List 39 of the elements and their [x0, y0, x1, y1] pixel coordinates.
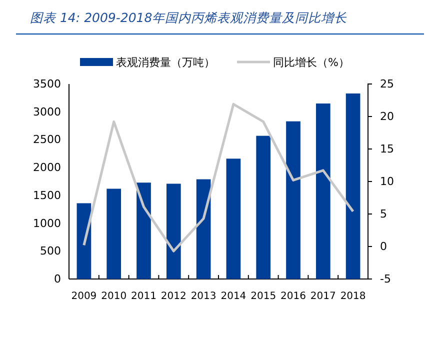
line-series: [82, 102, 354, 252]
x-tick-label: 2018: [340, 291, 366, 302]
x-tick-label: 2010: [101, 291, 127, 302]
bar: [76, 203, 92, 279]
y2-tick-label: 15: [380, 142, 394, 156]
x-tick-label: 2011: [131, 291, 156, 302]
bar: [256, 136, 271, 279]
bar: [316, 104, 330, 279]
y-tick-label: 3500: [33, 78, 61, 91]
legend-label: 同比增长（%）: [273, 56, 350, 69]
bar: [106, 188, 122, 279]
bar: [346, 93, 360, 279]
x-tick-label: 2009: [71, 291, 97, 302]
y2-tick-label: 10: [380, 175, 394, 188]
x-tick-label: 2017: [310, 291, 336, 302]
y-tick-label: 500: [40, 244, 61, 258]
y-tick-label: 2500: [33, 133, 61, 146]
x-tick-label: 2015: [250, 291, 276, 302]
bar: [136, 182, 151, 279]
y-tick-label: 1000: [33, 216, 61, 230]
y-tick-label: 1500: [33, 188, 61, 202]
y-tick-label: 0: [54, 272, 61, 286]
chart-title: 图表 14: 2009-2018年国内丙烯表观消费量及同比增长: [30, 10, 348, 25]
y-tick-label: 3000: [33, 105, 61, 118]
x-tick-label: 2013: [190, 291, 216, 302]
y-tick-label: 2000: [33, 161, 61, 174]
x-tick-label: 2016: [280, 291, 306, 302]
bar: [286, 121, 300, 279]
x-tick-label: 2012: [160, 291, 186, 302]
y2-tick-label: 20: [380, 110, 394, 124]
bar: [196, 179, 211, 279]
legend-label: 表观消费量（万吨）: [116, 56, 215, 69]
y2-tick-label: 0: [380, 240, 387, 254]
bar: [226, 158, 241, 279]
y2-tick-label: -5: [380, 272, 391, 286]
bar: [166, 184, 181, 279]
x-tick-label: 2014: [220, 291, 246, 302]
y2-tick-label: 25: [380, 78, 394, 91]
y2-tick-label: 5: [380, 208, 387, 221]
